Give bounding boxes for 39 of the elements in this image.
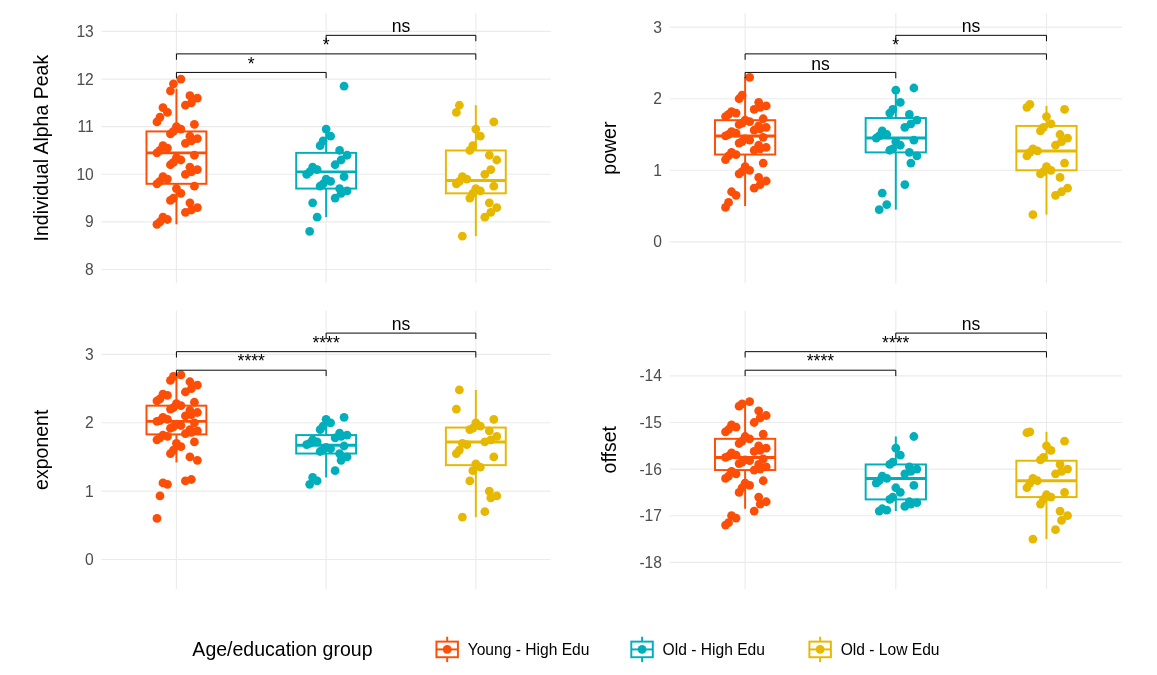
legend-title: Age/education group xyxy=(192,638,373,661)
y-tick-label: 0 xyxy=(653,233,663,251)
y-axis-title: exponent xyxy=(29,409,52,490)
annotation: ns xyxy=(961,314,981,335)
y-tick-label: 11 xyxy=(77,118,94,136)
legend-label: Old - Low Edu xyxy=(840,640,940,658)
y-tick-label: 9 xyxy=(85,213,94,231)
y-axis-title: offset xyxy=(598,425,621,474)
y-tick-label: 2 xyxy=(85,414,94,432)
y-axis-title: Individual Alpha Peak xyxy=(29,54,52,242)
y-tick-label: -16 xyxy=(639,460,662,478)
y-tick-label: 2 xyxy=(653,90,662,108)
annotation: ns xyxy=(391,314,411,335)
y-tick-label: 12 xyxy=(76,70,94,88)
y-tick-label: 8 xyxy=(85,260,94,278)
legend-label: Young - High Edu xyxy=(467,640,590,658)
legend-label: Old - High Edu xyxy=(662,640,765,658)
y-tick-label: -14 xyxy=(639,367,663,385)
y-tick-label: 0 xyxy=(85,550,95,568)
annotation: **** xyxy=(312,332,340,353)
annotation: * xyxy=(892,34,900,55)
y-tick-label: 3 xyxy=(85,345,94,363)
y-tick-label: 10 xyxy=(76,165,95,183)
y-axis-title: power xyxy=(598,121,621,175)
y-tick-label: -15 xyxy=(639,413,663,431)
annotation: **** xyxy=(806,351,835,372)
y-tick-label: -17 xyxy=(639,507,662,525)
annotation: ns xyxy=(391,16,411,37)
annotation: ns xyxy=(811,53,830,74)
y-tick-label: -18 xyxy=(639,553,662,571)
annotation: **** xyxy=(237,351,266,372)
y-tick-label: 1 xyxy=(85,482,94,500)
annotation: ns xyxy=(961,16,981,37)
annotation: **** xyxy=(882,332,910,353)
annotation: * xyxy=(247,53,255,74)
y-tick-label: 3 xyxy=(653,18,662,36)
y-tick-label: 1 xyxy=(653,161,662,179)
y-tick-label: 13 xyxy=(76,22,94,40)
annotation: * xyxy=(322,34,330,55)
